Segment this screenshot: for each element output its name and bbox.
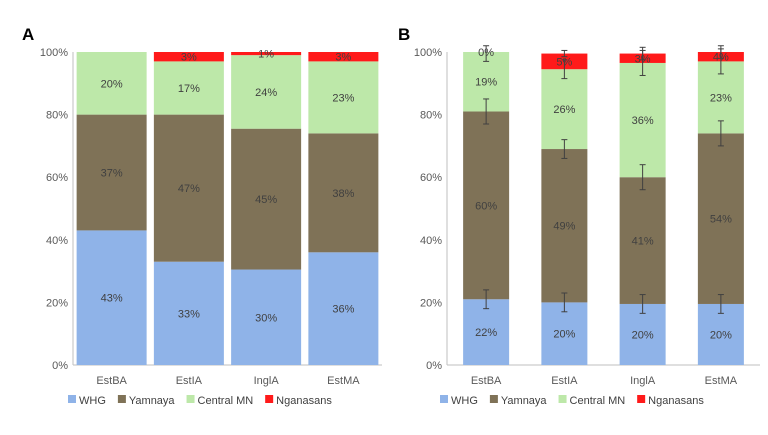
- data-label: 17%: [178, 83, 200, 95]
- bar-segment-yamnaya: [153, 114, 224, 262]
- legend-swatch: [637, 395, 646, 403]
- bar-segment-central-mn: [619, 62, 666, 178]
- data-label: 33%: [178, 308, 200, 320]
- data-label: 19%: [475, 77, 497, 89]
- data-label: 20%: [101, 78, 123, 90]
- y-tick-label: 0%: [52, 360, 68, 372]
- legend-label: WHG: [451, 395, 478, 407]
- x-tick-label: EstMA: [705, 375, 738, 387]
- data-label: 23%: [710, 92, 732, 104]
- legend-label: Central MN: [198, 395, 254, 407]
- bar-segment-whg: [463, 299, 510, 365]
- panel-label: A: [22, 25, 34, 44]
- data-label: 60%: [475, 200, 497, 212]
- x-tick-label: EstMA: [327, 375, 360, 387]
- bar-segment-nganasans: [308, 52, 379, 62]
- data-label: 3%: [335, 52, 351, 64]
- legend-swatch: [558, 395, 567, 403]
- legend-label: Yamnaya: [501, 395, 548, 407]
- x-tick-label: InglA: [630, 375, 656, 387]
- y-tick-label: 20%: [46, 297, 68, 309]
- y-tick-label: 100%: [414, 47, 442, 59]
- y-tick-label: 60%: [46, 172, 68, 184]
- legend-swatch: [440, 395, 448, 403]
- x-tick-label: EstBA: [96, 375, 127, 387]
- bar-segment-yamnaya: [619, 177, 666, 304]
- data-label: 1%: [258, 49, 274, 61]
- y-tick-label: 20%: [420, 297, 442, 309]
- bar-segment-yamnaya: [231, 128, 302, 270]
- bar-segment-central-mn: [153, 61, 224, 115]
- bar-segment-central-mn: [541, 69, 588, 150]
- bar-segment-whg: [308, 252, 379, 365]
- data-label: 30%: [255, 312, 277, 324]
- legend-label: Nganasans: [276, 395, 332, 407]
- legend-swatch: [117, 395, 126, 403]
- x-tick-label: EstIA: [551, 375, 578, 387]
- bar-segment-whg: [76, 230, 147, 365]
- data-label: 20%: [553, 329, 575, 341]
- data-label: 38%: [332, 188, 354, 200]
- bar-segment-central-mn: [231, 55, 302, 129]
- bar-segment-whg: [541, 302, 588, 365]
- bar-segment-yamnaya: [308, 133, 379, 253]
- legend-label: WHG: [79, 395, 106, 407]
- data-label: 37%: [101, 168, 123, 180]
- data-label: 36%: [632, 115, 654, 127]
- bar-segment-yamnaya: [463, 111, 510, 300]
- legend-swatch: [68, 395, 76, 403]
- y-tick-label: 60%: [420, 172, 442, 184]
- y-tick-label: 80%: [420, 110, 442, 122]
- data-label: 54%: [710, 214, 732, 226]
- y-tick-label: 0%: [426, 360, 442, 372]
- bar-segment-whg: [153, 261, 224, 365]
- bar-segment-yamnaya: [541, 149, 588, 303]
- bar-segment-nganasans: [231, 52, 302, 56]
- bar-segment-central-mn: [76, 52, 147, 115]
- bar-segment-whg: [619, 303, 666, 365]
- data-label: 20%: [710, 329, 732, 341]
- y-tick-label: 40%: [420, 235, 442, 247]
- chart-panel-B: B0%20%40%60%80%100%22%60%19%0%EstBA20%49…: [398, 25, 760, 407]
- x-tick-label: EstBA: [471, 375, 502, 387]
- data-label: 24%: [255, 87, 277, 99]
- x-tick-label: EstIA: [176, 375, 203, 387]
- bar-segment-whg: [697, 303, 744, 365]
- y-tick-label: 40%: [46, 235, 68, 247]
- data-label: 3%: [181, 52, 197, 64]
- y-tick-label: 100%: [40, 47, 68, 59]
- data-label: 45%: [255, 194, 277, 206]
- data-label: 20%: [632, 329, 654, 341]
- bar-segment-central-mn: [308, 61, 379, 134]
- bar-segment-nganasans: [153, 52, 224, 62]
- data-label: 49%: [553, 221, 575, 233]
- legend-label: Yamnaya: [129, 395, 176, 407]
- data-label: 22%: [475, 327, 497, 339]
- legend-label: Central MN: [570, 395, 626, 407]
- bar-segment-yamnaya: [697, 133, 744, 304]
- data-label: 43%: [101, 293, 123, 305]
- legend-label: Nganasans: [648, 395, 704, 407]
- panel-label: B: [398, 25, 410, 44]
- bar-segment-whg: [231, 269, 302, 365]
- legend-swatch: [265, 395, 274, 403]
- legend-swatch: [489, 395, 498, 403]
- bar-segment-yamnaya: [76, 114, 147, 231]
- data-label: 26%: [553, 104, 575, 116]
- data-label: 23%: [332, 92, 354, 104]
- x-tick-label: InglA: [254, 375, 280, 387]
- y-tick-label: 80%: [46, 110, 68, 122]
- data-label: 36%: [332, 304, 354, 316]
- chart-panel-A: A 0% 20% 40% 60% 80% 100% 43% 37% 20% EstBA 33% 47% 1…: [22, 25, 382, 407]
- data-label: 47%: [178, 183, 200, 195]
- data-label: 41%: [632, 236, 654, 248]
- legend-swatch: [186, 395, 195, 403]
